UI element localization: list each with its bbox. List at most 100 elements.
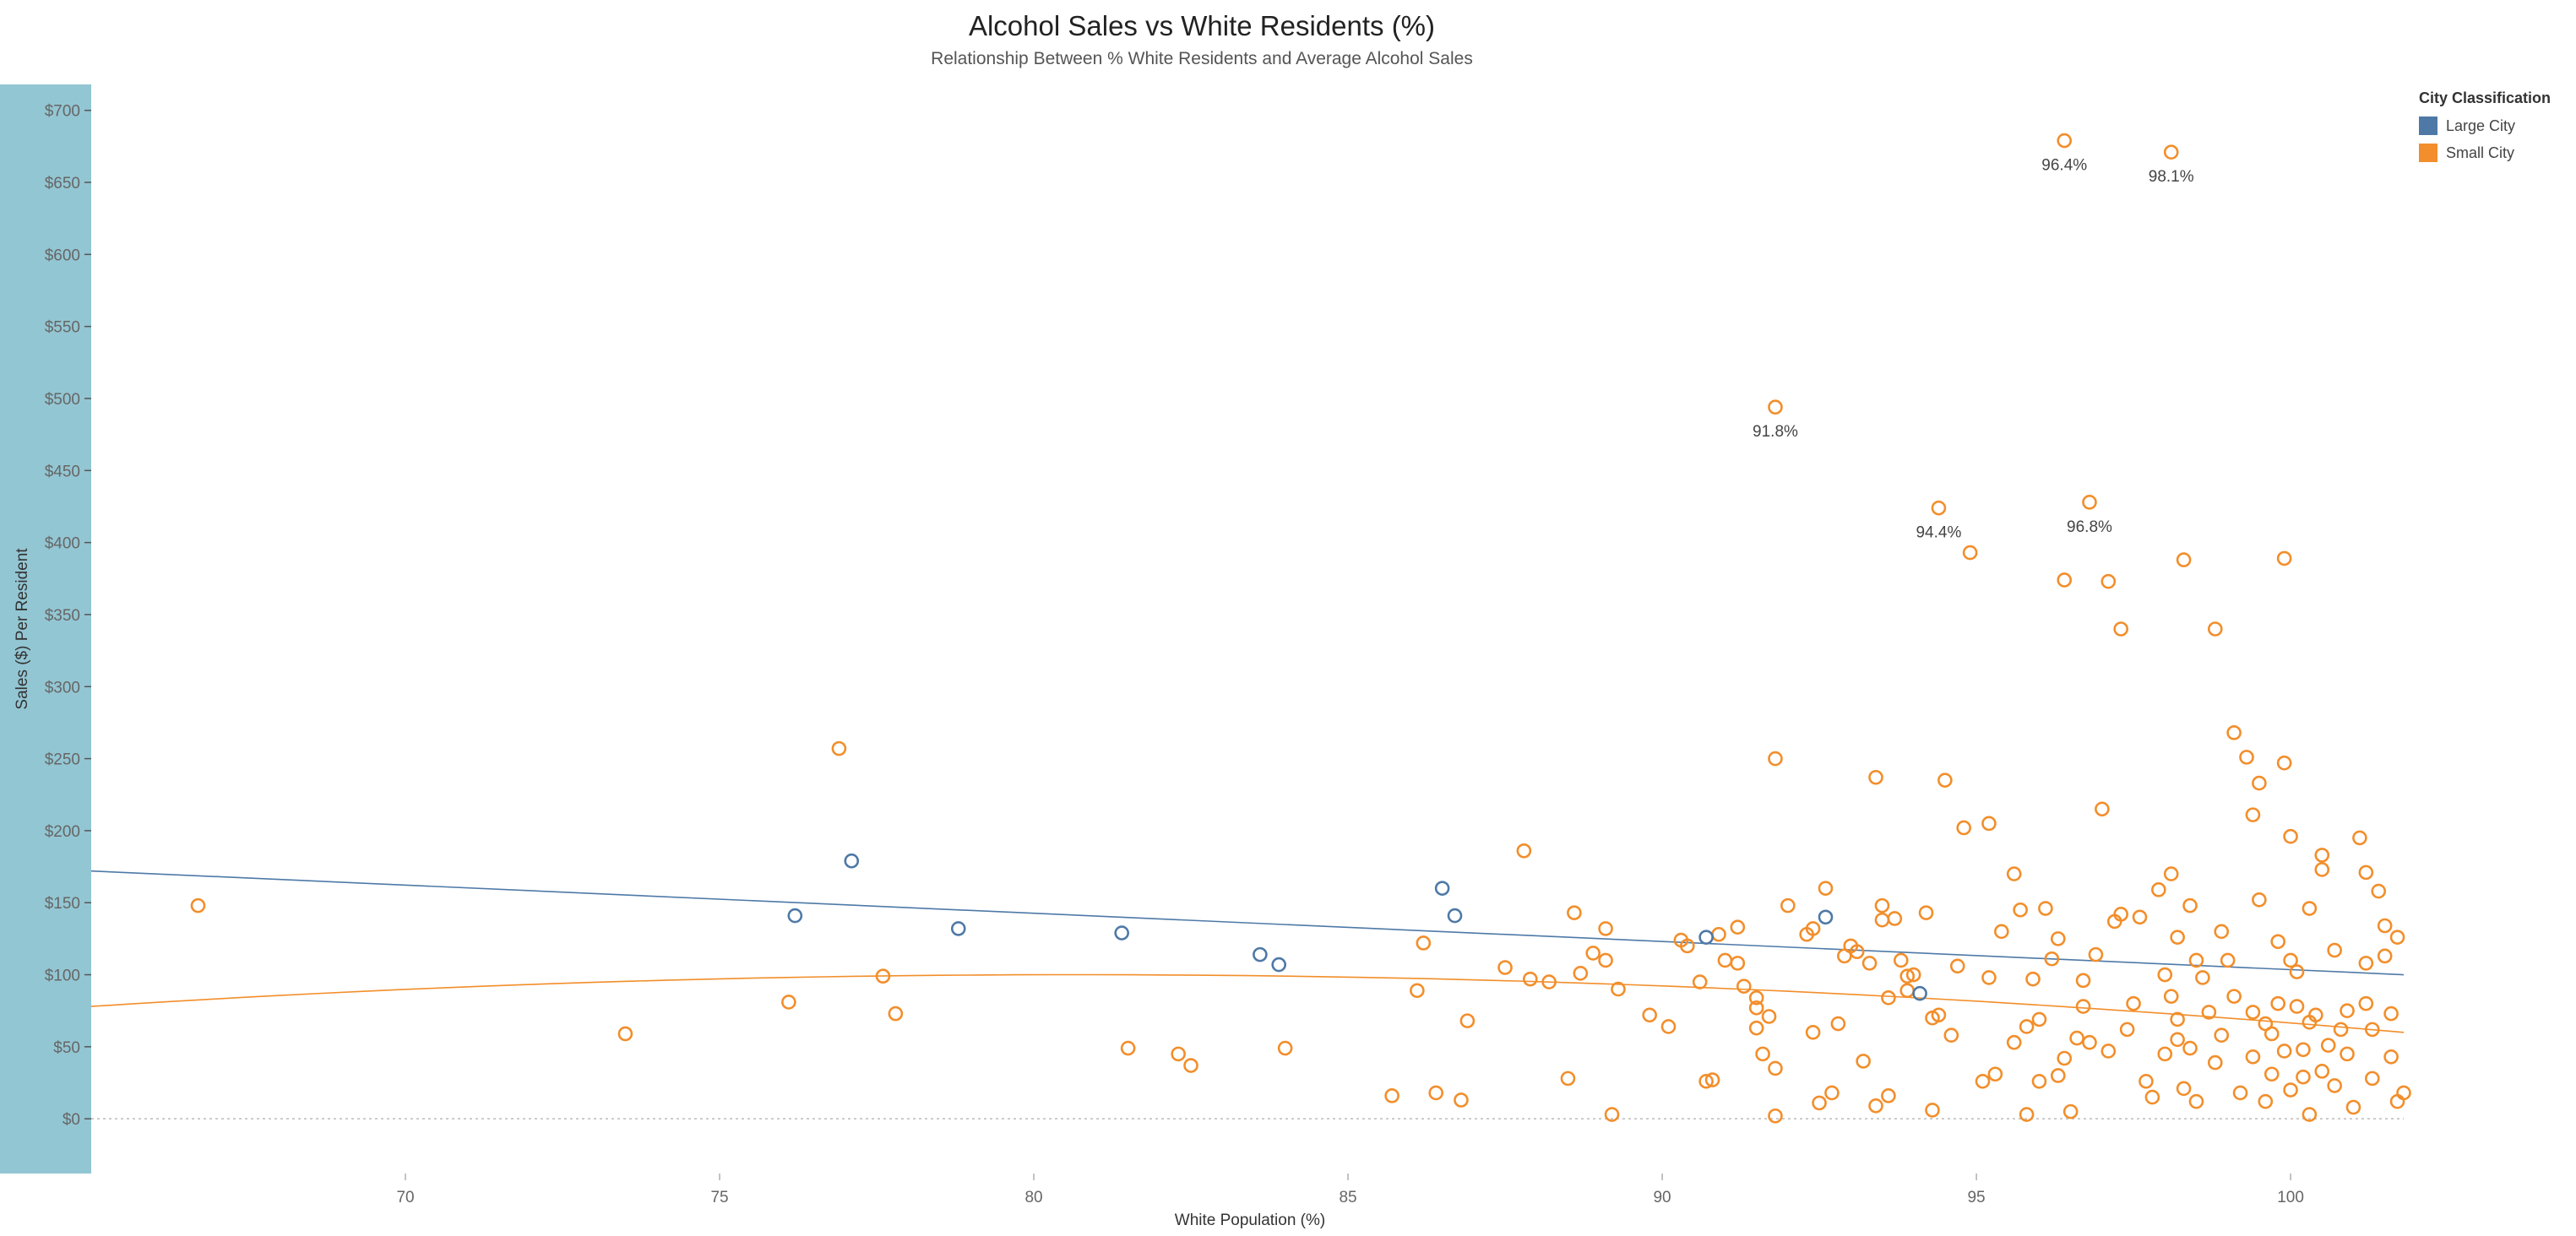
legend-item-small-city[interactable]: Small City	[2419, 139, 2551, 166]
point-small-city	[1748, 1020, 1764, 1036]
point-small-city	[2302, 901, 2318, 916]
point-small-city	[1497, 960, 1513, 975]
point-small-city	[2364, 1022, 2380, 1038]
point-small-city	[2044, 951, 2060, 967]
point-small-city	[2095, 801, 2110, 817]
point-small-city	[1768, 1108, 1783, 1124]
point-small-city	[2176, 1081, 2192, 1097]
point-small-city	[2207, 1054, 2223, 1071]
point-small-city	[2264, 1066, 2280, 1082]
data-label: 98.1%	[2149, 168, 2194, 186]
point-small-city	[1183, 1058, 1198, 1073]
trend-line-small-city	[90, 973, 2405, 1033]
point-small-city	[2314, 848, 2330, 863]
point-small-city	[2389, 1093, 2405, 1109]
y-tick-label: $550	[45, 319, 80, 337]
point-small-city	[1598, 921, 1613, 936]
point-large-city	[787, 908, 803, 924]
point-small-city	[2157, 1046, 2173, 1062]
point-small-city	[1642, 1007, 1657, 1023]
point-small-city	[1768, 399, 1783, 415]
point-small-city	[1931, 500, 1947, 516]
point-large-city	[1912, 985, 1927, 1001]
x-axis-ticks: 70 75 80 85 90 95 100	[396, 1174, 2304, 1206]
point-large-city	[1271, 957, 1287, 973]
y-tick-label: $600	[45, 247, 80, 264]
point-small-city	[2371, 883, 2387, 899]
point-small-city	[2188, 952, 2204, 968]
point-small-city	[2320, 1038, 2336, 1053]
point-small-city	[1981, 816, 1997, 832]
point-small-city	[2226, 725, 2242, 740]
point-small-city	[2289, 999, 2305, 1014]
point-small-city	[2226, 989, 2242, 1004]
point-small-city	[2013, 902, 2028, 918]
point-small-city	[1849, 944, 1865, 960]
point-small-city	[1573, 966, 1589, 981]
x-tick-label: 85	[1339, 1189, 1356, 1206]
point-small-city	[2163, 144, 2179, 160]
data-labels: 96.4% 98.1% 91.8% 94.4% 96.8%	[1753, 157, 2194, 542]
point-small-city	[2057, 1050, 2073, 1066]
point-small-city	[1962, 545, 1978, 561]
point-small-city	[2283, 1082, 2298, 1098]
y-tick-label: $150	[45, 895, 80, 913]
x-tick-label: 75	[710, 1189, 728, 1206]
point-small-city	[1899, 968, 1916, 984]
point-small-city	[2170, 1032, 2185, 1048]
point-small-city	[1704, 1072, 1720, 1087]
point-small-city	[1994, 924, 2009, 940]
point-small-city	[1768, 1060, 1783, 1076]
point-small-city	[1604, 1107, 1620, 1122]
point-small-city	[1611, 981, 1626, 997]
point-small-city	[2139, 1073, 2154, 1089]
point-small-city	[2006, 1034, 2022, 1050]
point-small-city	[1171, 1046, 1186, 1062]
point-small-city	[2314, 862, 2330, 877]
point-small-city	[2245, 1005, 2261, 1020]
point-small-city	[1830, 1016, 1846, 1032]
y-tick-label: $500	[45, 391, 80, 409]
point-small-city	[2207, 621, 2223, 637]
point-small-city	[2195, 970, 2210, 985]
legend-item-large-city[interactable]: Large City	[2419, 112, 2551, 139]
y-tick-label: $250	[45, 751, 80, 769]
data-points	[190, 133, 2411, 1124]
point-small-city	[2352, 830, 2367, 846]
point-small-city	[2025, 971, 2041, 987]
point-small-city	[2245, 807, 2261, 822]
point-small-city	[1120, 1040, 1136, 1056]
data-label: 96.4%	[2041, 157, 2087, 175]
point-small-city	[2062, 1103, 2079, 1119]
legend-swatch-large-city	[2419, 117, 2437, 135]
point-small-city	[1748, 1000, 1764, 1016]
point-small-city	[1956, 820, 1971, 836]
point-small-city	[2377, 948, 2393, 964]
point-small-city	[1736, 979, 1752, 994]
point-small-city	[2333, 1022, 2349, 1038]
point-small-city	[2358, 865, 2374, 881]
point-small-city	[2031, 1073, 2047, 1089]
point-small-city	[2276, 1044, 2292, 1059]
point-large-city	[1114, 925, 1129, 941]
x-axis-label: White Population (%)	[1174, 1212, 1326, 1229]
point-small-city	[1899, 983, 1916, 999]
point-small-city	[2075, 999, 2091, 1014]
point-small-city	[1949, 958, 1965, 974]
point-large-city	[1447, 908, 1463, 924]
point-small-city	[1881, 990, 1896, 1006]
point-small-city	[1824, 1085, 1840, 1101]
point-small-city	[2389, 930, 2405, 945]
point-small-city	[1805, 1024, 1821, 1040]
point-small-city	[1730, 956, 1746, 971]
chart-subtitle: Relationship Between % White Residents a…	[931, 49, 1473, 68]
point-small-city	[1598, 952, 1613, 968]
legend: City Classification Large City Small Cit…	[2419, 89, 2551, 166]
point-small-city	[2296, 1042, 2311, 1058]
point-small-city	[1660, 1019, 1677, 1034]
point-small-city	[1755, 1046, 1770, 1062]
point-small-city	[2283, 828, 2298, 844]
point-large-city	[1698, 930, 1714, 945]
point-small-city	[2031, 1011, 2047, 1027]
